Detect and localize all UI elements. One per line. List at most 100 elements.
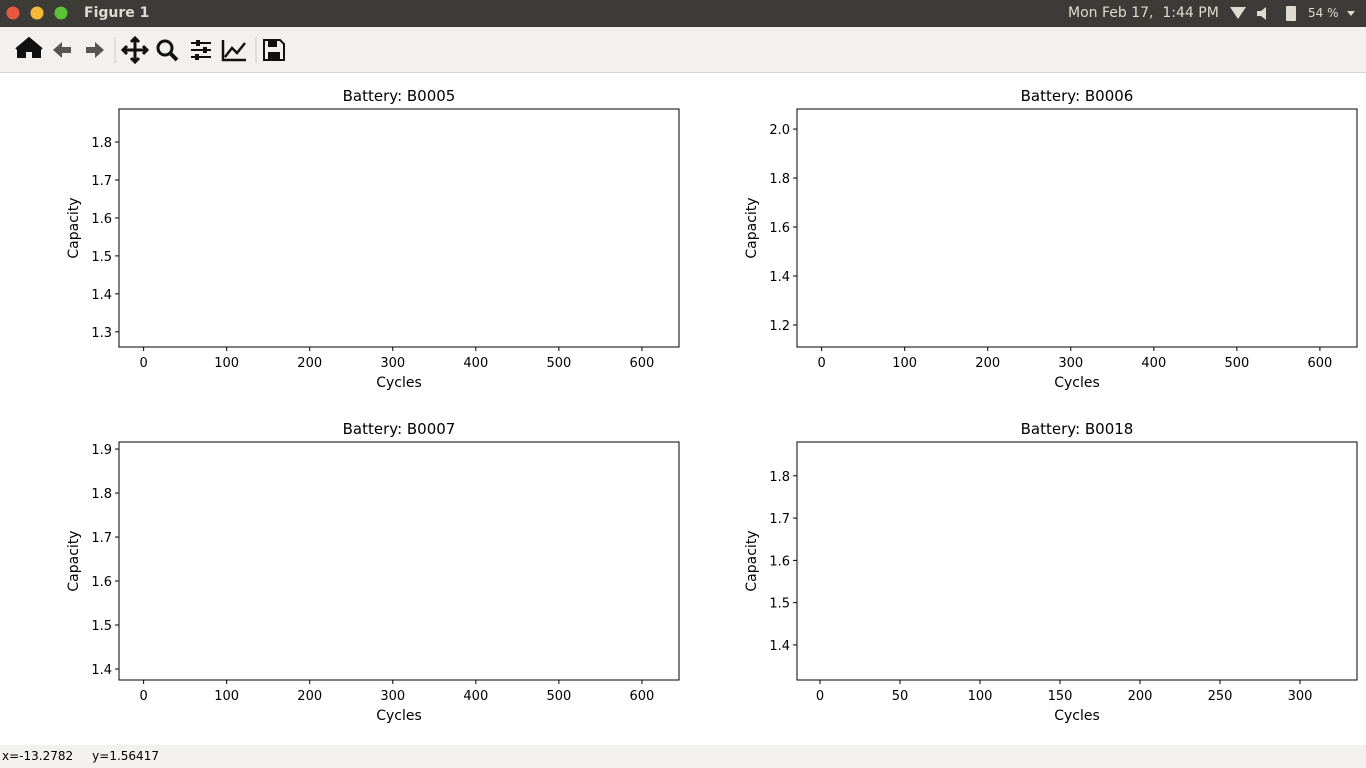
x-tick-label: 0 — [139, 689, 147, 704]
minimize-button[interactable] — [30, 6, 44, 20]
zoom-button[interactable] — [156, 39, 174, 57]
y-tick-label: 1.7 — [91, 174, 112, 189]
plot-area — [797, 109, 1357, 347]
window-title: Figure 1 — [84, 5, 150, 21]
figure: Battery: B0005 Cycles Capacity 0 100 200 300 40… — [0, 73, 1366, 745]
y-tick-label: 1.4 — [91, 288, 112, 303]
subplot-title: Battery: B0018 — [1021, 420, 1134, 438]
x-tick-label: 500 — [546, 689, 571, 704]
x-tick-label: 500 — [1224, 356, 1249, 371]
axes-frame — [118, 108, 680, 348]
window-buttons — [6, 6, 68, 20]
home-button[interactable] — [15, 36, 43, 58]
x-tick-label: 100 — [968, 689, 993, 704]
subplot: Battery: B0007 Cycles Capacity 0 100 200 300 40… — [66, 420, 680, 724]
x-tick-label: 200 — [1128, 689, 1153, 704]
subplot: Battery: B0006 Cycles Capacity 0 100 200 300 40… — [744, 87, 1358, 391]
x-tick-label: 300 — [1288, 689, 1313, 704]
x-tick-label: 100 — [892, 356, 917, 371]
x-axis-label: Cycles — [1054, 375, 1100, 391]
x-tick-label: 400 — [463, 689, 488, 704]
axes-frame — [796, 441, 1358, 681]
x-tick-label: 600 — [630, 356, 655, 371]
maximize-button[interactable] — [54, 6, 68, 20]
wifi-icon[interactable] — [1230, 7, 1246, 19]
tray-icons — [1230, 6, 1296, 21]
y-axis-label: Capacity — [66, 197, 82, 258]
y-tick-label: 1.6 — [769, 554, 790, 569]
y-tick-label: 1.3 — [91, 326, 112, 341]
subplot-title: Battery: B0006 — [1021, 87, 1134, 105]
save-button[interactable] — [263, 39, 285, 61]
x-tick-label: 300 — [1058, 356, 1083, 371]
x-tick-label: 200 — [297, 356, 322, 371]
y-tick-label: 1.6 — [91, 212, 112, 227]
subplot: Battery: B0018 Cycles Capacity 0 50 100 150 200… — [744, 420, 1358, 724]
x-axis-label: Cycles — [376, 375, 422, 391]
y-tick-label: 1.8 — [769, 470, 790, 485]
battery-icon[interactable] — [1286, 6, 1296, 21]
pan-button[interactable] — [120, 35, 150, 65]
x-tick-label: 300 — [380, 689, 405, 704]
y-tick-label: 1.4 — [91, 663, 112, 678]
plot-area — [797, 442, 1357, 680]
battery-level: 54 % — [1308, 6, 1339, 20]
x-tick-label: 400 — [463, 356, 488, 371]
close-button[interactable] — [6, 6, 20, 20]
y-tick-label: 1.6 — [769, 221, 790, 236]
menu-arrow[interactable] — [1345, 0, 1357, 27]
title-bar: Figure 1 Mon Feb 17, 1:44 PM 54 % — [0, 0, 1366, 27]
axes-frame — [118, 441, 680, 681]
y-tick-label: 1.9 — [91, 443, 112, 458]
status-bar: x=-13.2782 y=1.56417 — [0, 745, 1366, 768]
clock[interactable]: Mon Feb 17, 1:44 PM — [1068, 5, 1219, 21]
x-tick-label: 400 — [1141, 356, 1166, 371]
plot-area — [119, 442, 679, 680]
volume-icon[interactable] — [1257, 7, 1266, 20]
y-tick-label: 1.6 — [91, 575, 112, 590]
subplot-title: Battery: B0005 — [343, 87, 456, 105]
x-tick-label: 600 — [1308, 356, 1333, 371]
y-tick-label: 1.8 — [91, 136, 112, 151]
x-tick-label: 300 — [380, 356, 405, 371]
y-axis-label: Capacity — [744, 530, 760, 591]
x-tick-label: 0 — [816, 689, 824, 704]
figure-canvas: Battery: B0005 Cycles Capacity 0 100 200 300 40… — [66, 87, 1358, 724]
subplot-title: Battery: B0007 — [343, 420, 456, 438]
y-tick-label: 1.5 — [91, 619, 112, 634]
x-tick-label: 200 — [297, 689, 322, 704]
y-tick-label: 1.2 — [769, 319, 790, 334]
x-tick-label: 0 — [817, 356, 825, 371]
y-tick-label: 2.0 — [769, 123, 790, 138]
y-tick-label: 1.7 — [769, 512, 790, 527]
y-tick-label: 1.5 — [769, 597, 790, 612]
y-tick-label: 1.8 — [769, 172, 790, 187]
back-button[interactable] — [53, 42, 71, 58]
x-tick-label: 50 — [892, 689, 909, 704]
configure-button[interactable] — [191, 42, 211, 58]
plot-area — [119, 109, 679, 347]
x-tick-label: 500 — [546, 356, 571, 371]
y-tick-label: 1.7 — [91, 531, 112, 546]
y-axis-label: Capacity — [66, 530, 82, 591]
x-tick-label: 0 — [139, 356, 147, 371]
y-tick-label: 1.4 — [769, 270, 790, 285]
subplot: Battery: B0005 Cycles Capacity 0 100 200 300 40… — [66, 87, 680, 391]
x-tick-label: 200 — [975, 356, 1000, 371]
x-tick-label: 100 — [214, 689, 239, 704]
forward-button[interactable] — [86, 42, 104, 58]
cursor-position: x=-13.2782 y=1.56417 — [2, 749, 159, 763]
x-tick-label: 600 — [630, 689, 655, 704]
x-tick-label: 150 — [1048, 689, 1073, 704]
y-tick-label: 1.5 — [91, 250, 112, 265]
axes-frame — [796, 108, 1358, 348]
y-tick-label: 1.4 — [769, 639, 790, 654]
toolbar — [0, 27, 1366, 73]
y-tick-label: 1.8 — [91, 487, 112, 502]
y-axis-label: Capacity — [744, 197, 760, 258]
edit-axis-button[interactable] — [221, 40, 246, 62]
toolbar-icons — [15, 35, 285, 65]
x-axis-label: Cycles — [1054, 708, 1100, 724]
x-tick-label: 250 — [1208, 689, 1233, 704]
